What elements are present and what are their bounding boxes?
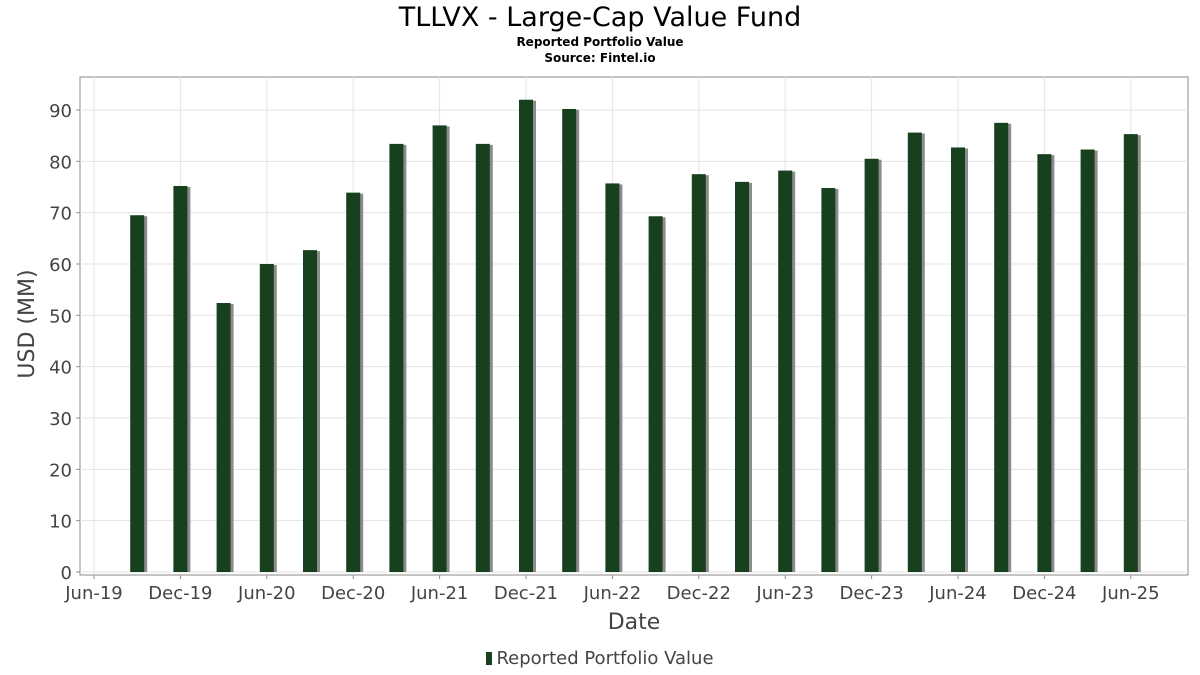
bar [735, 181, 749, 572]
bars [130, 99, 1141, 573]
bar [519, 99, 533, 572]
bar [951, 147, 965, 572]
chart-title: TLLVX - Large-Cap Value Fund [398, 2, 802, 33]
chart-subtitle: Reported Portfolio Value [516, 35, 684, 49]
x-tick-label: Dec-19 [148, 583, 212, 604]
bar [475, 143, 490, 572]
chart-source: Source: Fintel.io [544, 51, 656, 65]
x-tick-label: Jun-21 [410, 583, 469, 604]
y-tick-label: 70 [49, 204, 72, 225]
legend: Reported Portfolio Value [0, 648, 1200, 670]
x-tick-label: Jun-20 [237, 583, 296, 604]
bar [778, 170, 793, 572]
x-tick-label: Jun-19 [64, 583, 123, 604]
x-tick-label: Dec-22 [667, 583, 731, 604]
bar [303, 250, 317, 572]
y-tick-label: 20 [49, 460, 72, 481]
bar [432, 125, 447, 573]
bar [907, 132, 922, 572]
x-tick-label: Jun-24 [928, 583, 987, 604]
bar [605, 183, 620, 572]
y-axis-label: USD (MM) [15, 269, 40, 378]
bar [648, 216, 663, 572]
x-axis: Jun-19 Dec-19 Jun-20 Dec-20 Jun-21 Dec-21 Jun-… [64, 575, 1160, 604]
x-tick-label: Jun-22 [583, 583, 642, 604]
bar [130, 215, 145, 572]
y-tick-label: 40 [49, 358, 72, 379]
y-axis: 0 10 20 30 40 50 60 70 80 90 [49, 101, 80, 584]
x-tick-label: Jun-25 [1101, 583, 1160, 604]
legend-swatch [486, 652, 493, 665]
y-tick-label: 10 [49, 512, 72, 533]
x-tick-label: Dec-20 [321, 583, 385, 604]
y-tick-label: 60 [49, 255, 72, 276]
bar [994, 122, 1009, 572]
y-tick-label: 30 [49, 409, 72, 430]
bar [173, 185, 188, 572]
bar [1080, 149, 1095, 572]
bar [821, 188, 836, 572]
y-tick-label: 90 [49, 101, 72, 122]
bar [691, 174, 706, 572]
y-tick-label: 0 [61, 563, 72, 584]
x-tick-label: Dec-21 [494, 583, 558, 604]
bar [562, 108, 577, 573]
y-tick-label: 50 [49, 306, 72, 327]
legend-label: Reported Portfolio Value [496, 648, 714, 669]
bar [389, 143, 404, 572]
x-tick-label: Jun-23 [755, 583, 814, 604]
plot-area [79, 76, 1189, 576]
bar [259, 264, 274, 572]
bar [1123, 134, 1138, 573]
x-axis-label: Date [608, 610, 661, 635]
x-tick-label: Dec-23 [839, 583, 903, 604]
bar [1037, 154, 1052, 572]
bar [216, 303, 231, 572]
bar [346, 192, 361, 572]
x-tick-label: Dec-24 [1012, 583, 1076, 604]
bar [864, 158, 879, 572]
y-tick-label: 80 [49, 152, 72, 173]
